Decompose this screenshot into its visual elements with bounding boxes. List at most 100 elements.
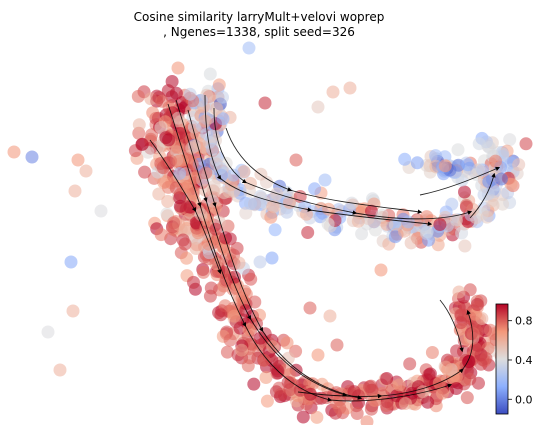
cell-point — [470, 298, 484, 311]
cell-point — [71, 153, 85, 167]
cell-point — [460, 391, 474, 405]
cell-point — [363, 380, 377, 394]
cell-point — [223, 333, 237, 347]
cell-point — [79, 164, 93, 178]
cell-point — [482, 175, 496, 189]
cell-point — [212, 78, 226, 92]
chart-title-line-2: , Ngenes=1338, split seed=326 — [163, 25, 355, 39]
cell-point — [469, 307, 482, 321]
cell-point — [206, 184, 220, 198]
cell-point — [455, 226, 469, 240]
cell-point — [311, 348, 325, 362]
cell-point — [154, 121, 168, 134]
cell-point — [326, 85, 340, 99]
colorbar-tick-label: 0.0 — [515, 393, 533, 406]
cell-point — [160, 207, 174, 221]
cell-point — [247, 377, 261, 391]
chart-title-line-1: Cosine similarity larryMult+velovi wopre… — [134, 10, 385, 24]
cell-point — [244, 272, 258, 286]
cell-point — [216, 90, 229, 104]
cell-point — [227, 168, 240, 182]
cell-point — [480, 210, 494, 224]
cell-point — [203, 67, 217, 81]
cell-point — [209, 222, 223, 236]
cell-point — [230, 241, 244, 255]
cell-point — [512, 158, 526, 172]
colorbar: 0.0 0.4 0.8 — [495, 303, 533, 415]
cell-point — [380, 372, 394, 385]
cell-point — [210, 102, 224, 115]
cell-point — [197, 265, 210, 279]
streamline — [469, 172, 496, 219]
cell-point — [403, 357, 417, 371]
cell-point — [420, 225, 434, 239]
cell-point — [189, 242, 203, 255]
streamline — [187, 109, 363, 400]
cell-point — [519, 137, 533, 151]
cell-point — [472, 137, 486, 151]
cell-point — [303, 301, 317, 315]
cell-point — [260, 394, 274, 408]
cell-point — [289, 153, 303, 167]
cell-point — [173, 191, 187, 205]
cell-point — [169, 181, 183, 195]
cell-point — [458, 185, 471, 199]
streamline — [225, 127, 423, 214]
streamline — [149, 139, 222, 275]
cell-point — [216, 112, 230, 126]
colorbar-tick-label: 0.4 — [515, 354, 533, 367]
cell-point — [53, 363, 67, 377]
cell-point — [244, 197, 257, 210]
cell-point — [350, 407, 364, 420]
cell-point — [173, 167, 187, 180]
cell-point — [94, 204, 108, 218]
cell-point — [41, 325, 55, 339]
cell-point — [7, 145, 21, 159]
cell-point — [398, 397, 412, 410]
cell-point — [410, 156, 424, 170]
cell-point — [461, 158, 475, 172]
streamline — [297, 309, 474, 399]
cell-point — [449, 382, 463, 395]
cell-point — [483, 323, 497, 337]
cell-point — [308, 182, 322, 196]
cell-point — [181, 200, 194, 214]
cell-point — [164, 154, 178, 168]
cell-point — [280, 336, 294, 350]
cell-point — [209, 153, 223, 167]
cell-point — [472, 376, 485, 390]
cell-point — [253, 255, 267, 269]
cell-point — [178, 237, 192, 251]
cell-point — [489, 154, 502, 168]
cell-point — [281, 375, 295, 389]
cell-point — [503, 133, 517, 147]
cell-point — [311, 100, 325, 114]
cell-point — [198, 114, 212, 128]
cell-point — [167, 216, 181, 230]
cell-point — [343, 81, 357, 95]
streamline — [419, 166, 501, 196]
cell-point — [162, 133, 176, 147]
cell-point — [321, 217, 335, 231]
streamline — [439, 299, 464, 353]
cell-point — [66, 304, 80, 318]
cell-point — [259, 371, 273, 384]
cell-point — [494, 172, 508, 186]
cell-point — [420, 210, 434, 224]
cell-point — [392, 378, 406, 392]
cell-point — [323, 309, 337, 323]
cell-point — [138, 165, 152, 179]
cell-point — [185, 157, 199, 171]
cell-point — [258, 96, 272, 110]
cell-point — [459, 199, 473, 212]
cell-point — [265, 251, 279, 265]
cell-point — [171, 111, 185, 125]
cell-point — [398, 152, 412, 166]
cell-point — [194, 208, 208, 221]
cell-point — [25, 150, 39, 164]
cell-point — [329, 396, 343, 410]
cell-point — [438, 159, 452, 173]
cell-point — [152, 187, 166, 201]
cell-point — [171, 61, 185, 75]
